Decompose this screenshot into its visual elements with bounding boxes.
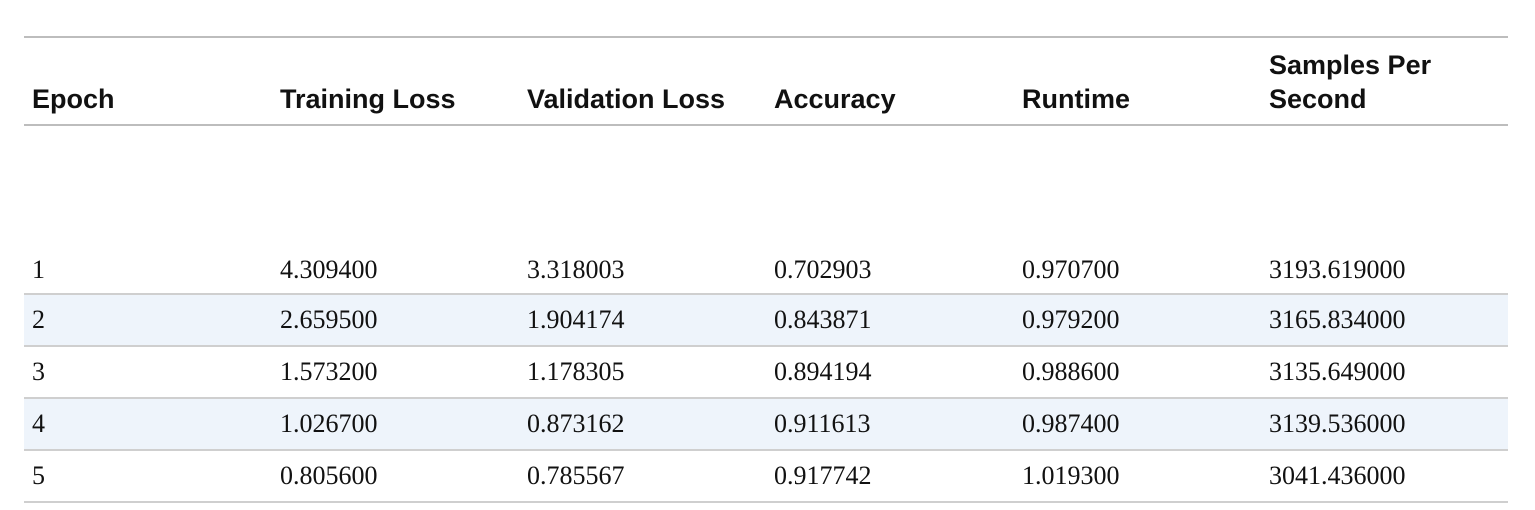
cell-validation-loss: 3.318003 (519, 246, 766, 295)
cell-validation-loss: 0.873162 (519, 398, 766, 451)
cell-accuracy: 0.917742 (766, 450, 1014, 503)
cell-samples-per-second: 3135.649000 (1261, 346, 1508, 399)
column-header-training-loss: Training Loss (280, 84, 456, 114)
cell-training-loss: 0.805600 (272, 450, 519, 503)
table-row: 5 0.805600 0.785567 0.917742 1.019300 30… (24, 450, 1508, 503)
cell-epoch: 4 (24, 398, 272, 451)
cell-epoch: 5 (24, 450, 272, 503)
table-row: 1 4.309400 3.318003 0.702903 0.970700 31… (24, 246, 1508, 295)
cell-training-loss: 1.573200 (272, 346, 519, 399)
table-spacer-cell (24, 125, 1508, 246)
cell-runtime: 0.979200 (1014, 294, 1261, 347)
cell-samples-per-second: 3165.834000 (1261, 294, 1508, 347)
cell-epoch: 1 (24, 246, 272, 295)
training-metrics-table: Epoch Training Loss Validation Loss Accu… (24, 36, 1508, 503)
table-row: 4 1.026700 0.873162 0.911613 0.987400 31… (24, 398, 1508, 451)
cell-validation-loss: 1.178305 (519, 346, 766, 399)
cell-samples-per-second: 3041.436000 (1261, 450, 1508, 503)
table-header: Epoch Training Loss Validation Loss Accu… (24, 37, 1508, 125)
table-header-row: Epoch Training Loss Validation Loss Accu… (24, 37, 1508, 125)
cell-validation-loss: 1.904174 (519, 294, 766, 347)
cell-runtime: 0.987400 (1014, 398, 1261, 451)
cell-epoch: 2 (24, 294, 272, 347)
cell-samples-per-second: 3193.619000 (1261, 246, 1508, 295)
cell-epoch: 3 (24, 346, 272, 399)
table-row: 3 1.573200 1.178305 0.894194 0.988600 31… (24, 346, 1508, 399)
cell-accuracy: 0.911613 (766, 398, 1014, 451)
column-header-accuracy: Accuracy (774, 84, 896, 114)
table-body: 1 4.309400 3.318003 0.702903 0.970700 31… (24, 125, 1508, 503)
cell-training-loss: 1.026700 (272, 398, 519, 451)
cell-validation-loss: 0.785567 (519, 450, 766, 503)
cell-accuracy: 0.894194 (766, 346, 1014, 399)
cell-accuracy: 0.702903 (766, 246, 1014, 295)
cell-runtime: 1.019300 (1014, 450, 1261, 503)
cell-accuracy: 0.843871 (766, 294, 1014, 347)
column-header-runtime: Runtime (1022, 84, 1130, 114)
column-header-epoch: Epoch (32, 84, 115, 114)
cell-samples-per-second: 3139.536000 (1261, 398, 1508, 451)
column-header-validation-loss: Validation Loss (527, 84, 726, 114)
column-header-samples-per-second: Samples Per Second (1269, 50, 1432, 114)
cell-runtime: 0.988600 (1014, 346, 1261, 399)
cell-training-loss: 4.309400 (272, 246, 519, 295)
table-spacer-row (24, 125, 1508, 246)
training-metrics-table-container: Epoch Training Loss Validation Loss Accu… (24, 36, 1508, 503)
cell-training-loss: 2.659500 (272, 294, 519, 347)
table-row: 2 2.659500 1.904174 0.843871 0.979200 31… (24, 294, 1508, 347)
cell-runtime: 0.970700 (1014, 246, 1261, 295)
